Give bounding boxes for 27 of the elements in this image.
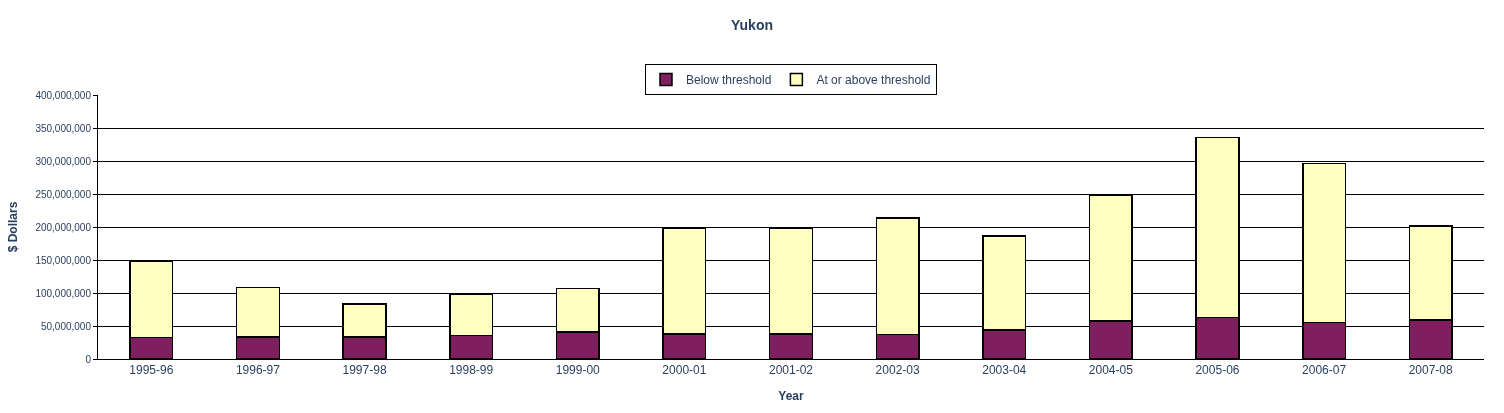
- y-tick-label: 150,000,000: [35, 254, 92, 266]
- y-tick-label: 200,000,000: [35, 221, 92, 233]
- x-tick-label: 1995-96: [129, 363, 174, 378]
- y-tick-label: 300,000,000: [35, 155, 92, 167]
- x-tick-label: 1998-99: [449, 363, 494, 378]
- x-tick-label: 1997-98: [342, 363, 387, 378]
- x-tick-label: 2005-06: [1195, 363, 1240, 378]
- legend-label: Below threshold: [686, 73, 772, 88]
- x-tick-label: 2006-07: [1302, 363, 1347, 378]
- y-tick-label: 350,000,000: [35, 122, 92, 134]
- x-tick-label: 2003-04: [982, 363, 1027, 378]
- x-tick-label: 2004-05: [1088, 363, 1134, 378]
- chart-title: Yukon: [730, 17, 774, 34]
- x-tick-label: 2002-03: [875, 363, 920, 378]
- y-tick-label: 50,000,000: [40, 320, 92, 332]
- x-tick-label: 2000-01: [662, 363, 707, 378]
- x-tick-label: 1999-00: [555, 363, 601, 378]
- x-tick-label: 2007-08: [1408, 363, 1454, 378]
- y-axis-title: $ Dollars: [5, 201, 20, 253]
- legend-label: At or above threshold: [816, 73, 931, 88]
- y-tick-label: 0: [85, 353, 92, 365]
- y-tick-label: 250,000,000: [35, 188, 92, 200]
- x-tick-label: 1996-97: [235, 363, 281, 378]
- y-tick-label: 100,000,000: [35, 287, 92, 299]
- x-tick-label: 2001-02: [768, 363, 814, 378]
- y-tick-label: 400,000,000: [35, 89, 92, 101]
- x-axis-title: Year: [778, 389, 805, 404]
